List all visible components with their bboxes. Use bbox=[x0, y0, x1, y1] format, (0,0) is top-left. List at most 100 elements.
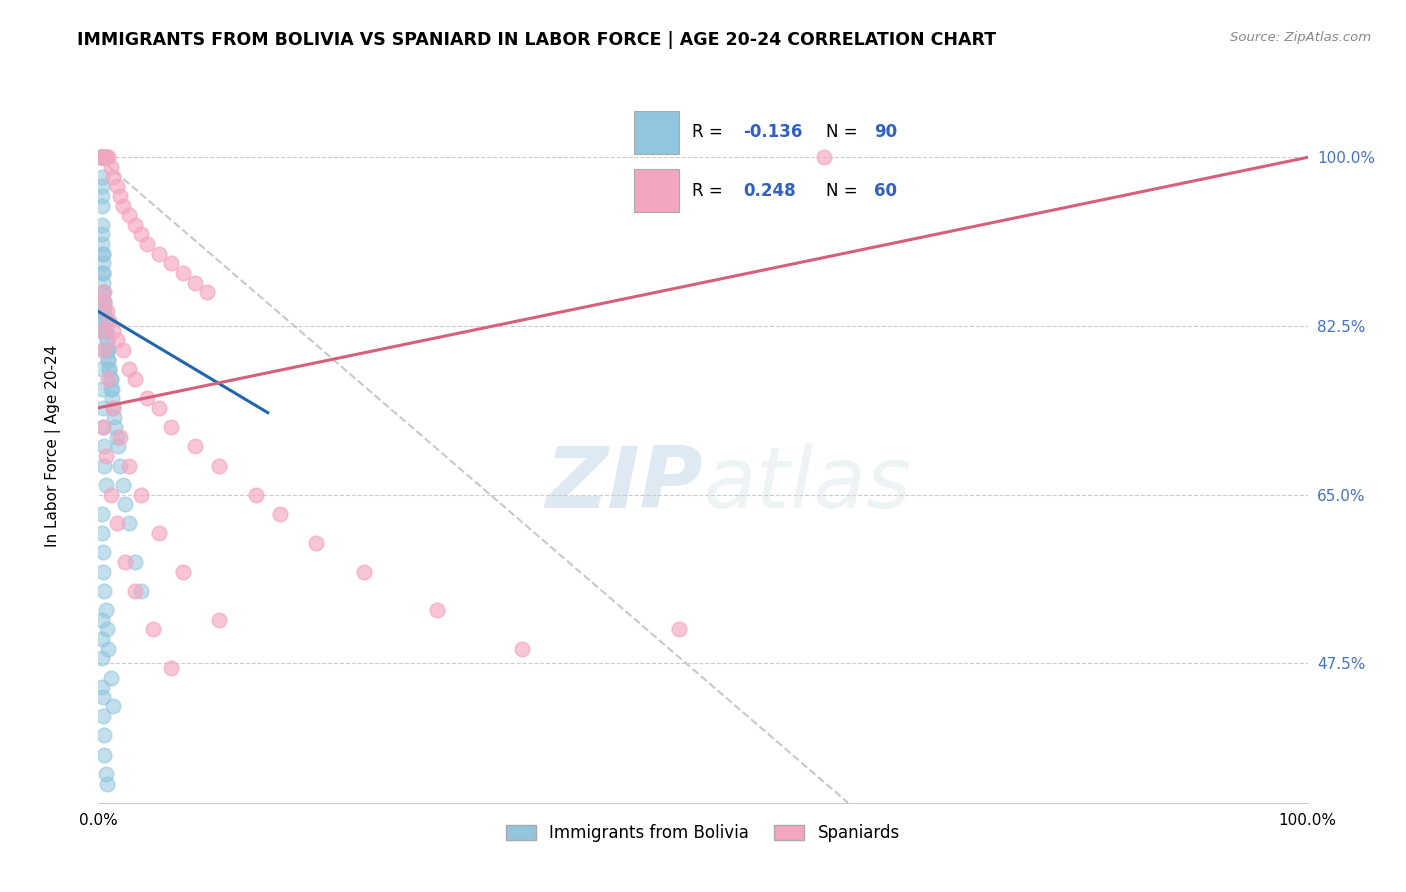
Point bbox=[90, 324, 112, 338]
Point bbox=[97, 641, 120, 656]
Point bbox=[94, 314, 117, 328]
Point bbox=[91, 150, 114, 164]
Point bbox=[91, 401, 114, 415]
Point bbox=[93, 294, 115, 309]
Point bbox=[91, 266, 114, 280]
Point bbox=[97, 150, 120, 164]
Point bbox=[426, 603, 449, 617]
Point bbox=[124, 583, 146, 598]
Point bbox=[111, 198, 134, 212]
Point bbox=[90, 304, 112, 318]
Point bbox=[105, 516, 128, 531]
Point bbox=[93, 150, 115, 164]
Point bbox=[91, 613, 114, 627]
Point bbox=[93, 439, 115, 453]
Text: IMMIGRANTS FROM BOLIVIA VS SPANIARD IN LABOR FORCE | AGE 20-24 CORRELATION CHART: IMMIGRANTS FROM BOLIVIA VS SPANIARD IN L… bbox=[77, 31, 997, 49]
Point bbox=[96, 304, 118, 318]
Point bbox=[118, 516, 141, 531]
Point bbox=[93, 304, 115, 318]
Point bbox=[91, 285, 114, 300]
Point bbox=[97, 372, 120, 386]
Point bbox=[96, 343, 118, 357]
Point bbox=[91, 198, 114, 212]
Point bbox=[91, 256, 114, 270]
Point bbox=[148, 526, 170, 541]
Point bbox=[107, 439, 129, 453]
Point bbox=[111, 478, 134, 492]
Point bbox=[195, 285, 218, 300]
Point bbox=[91, 246, 114, 260]
Point bbox=[108, 430, 131, 444]
Point bbox=[160, 420, 183, 434]
Point bbox=[184, 276, 207, 290]
Point bbox=[160, 256, 183, 270]
Point bbox=[91, 362, 114, 376]
Point bbox=[96, 334, 118, 348]
Point bbox=[91, 565, 114, 579]
Point bbox=[148, 401, 170, 415]
Point bbox=[91, 150, 114, 164]
Point bbox=[103, 410, 125, 425]
Legend: Immigrants from Bolivia, Spaniards: Immigrants from Bolivia, Spaniards bbox=[499, 817, 907, 848]
Point bbox=[813, 150, 835, 164]
Point bbox=[96, 334, 118, 348]
Text: Source: ZipAtlas.com: Source: ZipAtlas.com bbox=[1230, 31, 1371, 45]
Point bbox=[94, 324, 117, 338]
Point bbox=[114, 497, 136, 511]
Point bbox=[105, 430, 128, 444]
Point bbox=[91, 150, 114, 164]
Point bbox=[129, 583, 152, 598]
Point bbox=[91, 227, 114, 242]
Point bbox=[305, 535, 328, 549]
Point bbox=[108, 189, 131, 203]
Point bbox=[172, 266, 194, 280]
Point bbox=[91, 680, 114, 694]
Point bbox=[135, 237, 157, 252]
Point bbox=[245, 487, 267, 501]
Point bbox=[100, 391, 122, 405]
Point bbox=[93, 294, 115, 309]
Point bbox=[208, 458, 231, 473]
Point bbox=[172, 565, 194, 579]
Point bbox=[91, 632, 114, 646]
Point bbox=[96, 150, 118, 164]
Point bbox=[104, 420, 127, 434]
Point bbox=[91, 285, 114, 300]
Point bbox=[101, 324, 124, 338]
Point bbox=[91, 420, 114, 434]
Point bbox=[208, 613, 231, 627]
Point bbox=[97, 352, 120, 367]
Point bbox=[90, 150, 112, 164]
Point bbox=[94, 324, 117, 338]
Point bbox=[91, 276, 114, 290]
Point bbox=[94, 314, 117, 328]
Point bbox=[100, 671, 122, 685]
Point bbox=[100, 382, 122, 396]
Point bbox=[91, 690, 114, 704]
Point bbox=[118, 208, 141, 222]
Point bbox=[91, 382, 114, 396]
Point bbox=[100, 160, 122, 174]
Point bbox=[98, 362, 121, 376]
Point bbox=[124, 218, 146, 232]
Point bbox=[118, 458, 141, 473]
Point bbox=[93, 458, 115, 473]
Point bbox=[98, 314, 121, 328]
Point bbox=[91, 150, 114, 164]
Point bbox=[91, 150, 114, 164]
Point bbox=[91, 709, 114, 723]
Point bbox=[94, 324, 117, 338]
Point bbox=[96, 776, 118, 790]
Point bbox=[90, 150, 112, 164]
Point bbox=[94, 150, 117, 164]
Point bbox=[93, 728, 115, 742]
Point bbox=[91, 651, 114, 665]
Point bbox=[118, 362, 141, 376]
Point bbox=[91, 179, 114, 194]
Point bbox=[94, 603, 117, 617]
Point bbox=[129, 227, 152, 242]
Point bbox=[108, 458, 131, 473]
Point bbox=[91, 169, 114, 184]
Point bbox=[135, 391, 157, 405]
Point bbox=[91, 324, 114, 338]
